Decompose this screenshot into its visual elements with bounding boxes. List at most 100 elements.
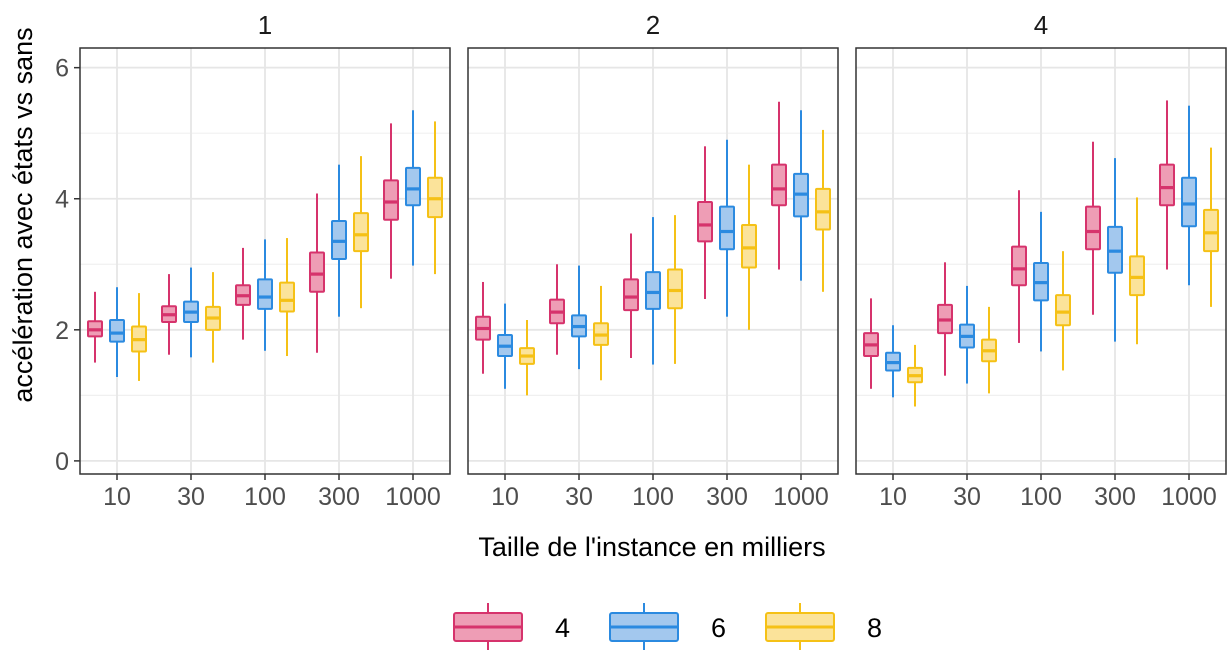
legend-label: 6 bbox=[711, 613, 726, 643]
legend-key bbox=[765, 603, 835, 650]
x-tick-label: 100 bbox=[1020, 483, 1062, 511]
box-body bbox=[1055, 294, 1071, 327]
box-8 bbox=[741, 164, 757, 330]
legend-label: 4 bbox=[555, 613, 570, 643]
box-6 bbox=[959, 285, 975, 384]
box-body bbox=[697, 201, 713, 243]
box-8 bbox=[427, 121, 443, 275]
facet-title: 4 bbox=[1034, 10, 1048, 40]
y-tick-label: 0 bbox=[55, 448, 69, 476]
box-4 bbox=[771, 101, 787, 270]
facet-panel: 4 10 30 100 300 1000 bbox=[855, 10, 1227, 511]
box-body bbox=[109, 318, 125, 343]
box-body bbox=[257, 278, 273, 310]
box-4 bbox=[697, 146, 713, 300]
box-6 bbox=[497, 303, 513, 389]
x-tick-label: 30 bbox=[177, 483, 205, 511]
x-tick-label: 10 bbox=[491, 483, 519, 511]
box-6 bbox=[109, 287, 125, 378]
y-axis-title: accélération avec états vs sans bbox=[8, 27, 38, 402]
box-4 bbox=[1085, 141, 1101, 315]
x-tick-label: 1000 bbox=[1161, 483, 1217, 511]
box-body bbox=[667, 268, 683, 310]
box-8 bbox=[1055, 251, 1071, 371]
box-6 bbox=[257, 239, 273, 351]
box-body bbox=[1181, 176, 1197, 228]
facet-title: 1 bbox=[258, 10, 272, 40]
x-tick-label: 30 bbox=[953, 483, 981, 511]
box-4 bbox=[1159, 100, 1175, 270]
y-tick-label: 4 bbox=[55, 186, 69, 214]
facet-panels: 1 10 30 100 300 1000 2 10 30 100 300 1000 4 10 30 100 30… bbox=[79, 10, 1227, 511]
legend: 4 6 8 bbox=[453, 603, 882, 650]
box-body bbox=[741, 223, 757, 269]
x-tick-label: 100 bbox=[244, 483, 286, 511]
box-6 bbox=[405, 110, 421, 266]
box-8 bbox=[981, 306, 997, 394]
x-tick-label: 10 bbox=[879, 483, 907, 511]
box-body bbox=[1159, 163, 1175, 207]
box-8 bbox=[815, 129, 831, 292]
box-8 bbox=[1203, 147, 1219, 307]
box-body bbox=[1129, 255, 1145, 297]
box-body bbox=[1011, 245, 1027, 287]
box-4 bbox=[161, 274, 177, 355]
box-body bbox=[309, 251, 325, 293]
y-tick-label: 2 bbox=[55, 317, 69, 345]
facet-panel: 2 10 30 100 300 1000 bbox=[467, 10, 839, 511]
box-8 bbox=[353, 156, 369, 309]
box-4 bbox=[87, 291, 103, 363]
box-4 bbox=[383, 123, 399, 279]
box-8 bbox=[131, 293, 147, 381]
x-tick-label: 1000 bbox=[773, 483, 829, 511]
legend-label: 8 bbox=[867, 613, 882, 643]
box-body bbox=[353, 212, 369, 253]
box-6 bbox=[1107, 158, 1123, 342]
box-body bbox=[815, 187, 831, 231]
x-tick-label: 300 bbox=[318, 483, 360, 511]
x-tick-label: 300 bbox=[706, 483, 748, 511]
box-4 bbox=[1011, 190, 1027, 343]
box-8 bbox=[667, 215, 683, 364]
box-8 bbox=[205, 272, 221, 363]
box-6 bbox=[1181, 105, 1197, 286]
box-body bbox=[719, 205, 735, 251]
legend-entry-4: 4 bbox=[453, 603, 570, 650]
box-4 bbox=[235, 247, 251, 340]
box-4 bbox=[309, 193, 325, 353]
box-body bbox=[383, 179, 399, 221]
legend-key bbox=[609, 603, 679, 650]
box-6 bbox=[719, 139, 735, 317]
box-4 bbox=[623, 233, 639, 358]
box-6 bbox=[1033, 211, 1049, 352]
x-tick-label: 100 bbox=[632, 483, 674, 511]
y-tick-label: 6 bbox=[55, 55, 69, 83]
box-4 bbox=[549, 264, 565, 355]
box-6 bbox=[571, 265, 587, 370]
box-body bbox=[1085, 205, 1101, 251]
box-body bbox=[623, 278, 639, 312]
box-6 bbox=[183, 267, 199, 358]
box-8 bbox=[279, 238, 295, 357]
box-body bbox=[405, 166, 421, 207]
box-4 bbox=[863, 298, 879, 389]
box-8 bbox=[593, 285, 609, 381]
box-6 bbox=[885, 325, 901, 398]
box-body bbox=[1203, 208, 1219, 253]
legend-entry-6: 6 bbox=[609, 603, 726, 650]
box-4 bbox=[475, 281, 491, 374]
x-tick-label: 30 bbox=[565, 483, 593, 511]
box-body bbox=[279, 281, 295, 313]
legend-entry-8: 8 bbox=[765, 603, 882, 650]
x-tick-label: 1000 bbox=[385, 483, 441, 511]
box-body bbox=[645, 271, 661, 310]
legend-key bbox=[453, 603, 523, 650]
facet-title: 2 bbox=[646, 10, 660, 40]
box-6 bbox=[645, 217, 661, 365]
box-8 bbox=[1129, 197, 1145, 345]
facet-panel: 1 10 30 100 300 1000 bbox=[79, 10, 451, 511]
box-6 bbox=[793, 110, 809, 281]
box-8 bbox=[519, 319, 535, 396]
box-8 bbox=[907, 344, 923, 407]
